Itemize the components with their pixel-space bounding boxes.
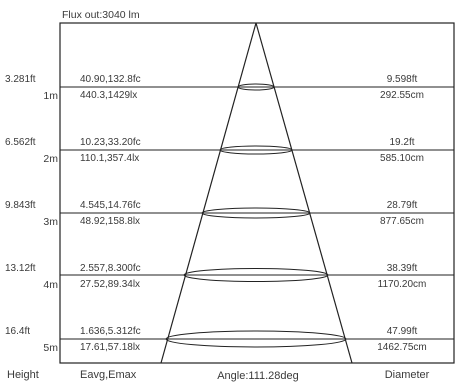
- diameter-ft: 9.598ft: [387, 74, 418, 85]
- beam-ellipse-3: [201, 207, 311, 219]
- illuminance-fc: 2.557,8.300fc: [80, 263, 141, 274]
- beam-edge-left: [160, 22, 257, 364]
- footer-illuminance-label: Eavg,Emax: [80, 369, 137, 381]
- diameter-cm: 1170.20cm: [378, 279, 427, 290]
- illuminance-lx: 110.1,357.4lx: [80, 153, 139, 164]
- flux-label: Flux out:3040 lm: [62, 9, 140, 21]
- illuminance-lx: 48.92,158.8lx: [80, 216, 140, 227]
- diameter-ft: 19.2ft: [389, 137, 414, 148]
- diameter-ft: 38.39ft: [387, 263, 418, 274]
- beam-ellipse-1: [237, 83, 275, 91]
- illuminance-lx: 27.52,89.34lx: [80, 279, 140, 290]
- beam-ellipse-2: [219, 145, 293, 155]
- footer-diameter-label: Diameter: [385, 369, 430, 381]
- height-m: 4m: [43, 279, 58, 291]
- height-m: 1m: [43, 90, 58, 102]
- height-ft: 13.12ft: [5, 263, 36, 274]
- height-ft: 6.562ft: [5, 137, 36, 148]
- height-m: 5m: [43, 342, 58, 354]
- diameter-cm: 585.10cm: [380, 153, 424, 164]
- height-ft: 3.281ft: [5, 74, 36, 85]
- illuminance-fc: 10.23,33.20fc: [80, 137, 141, 148]
- beam-ellipse-4: [183, 268, 329, 282]
- diameter-ft: 47.99ft: [387, 326, 418, 337]
- beam-ellipse-5: [165, 330, 347, 348]
- diagram-frame: [59, 22, 455, 364]
- beam-edge-right: [255, 22, 353, 364]
- diameter-cm: 292.55cm: [380, 90, 424, 101]
- height-m: 2m: [43, 153, 58, 165]
- illuminance-fc: 4.545,14.76fc: [80, 200, 141, 211]
- illuminance-fc: 40.90,132.8fc: [80, 74, 141, 85]
- illuminance-fc: 1.636,5.312fc: [80, 326, 141, 337]
- diameter-ft: 28.79ft: [387, 200, 418, 211]
- height-ft: 16.4ft: [5, 326, 30, 337]
- height-m: 3m: [43, 216, 58, 228]
- illuminance-lx: 17.61,57.18lx: [80, 342, 140, 353]
- illuminance-lx: 440.3,1429lx: [80, 90, 137, 101]
- footer-angle-label: Angle:111.28deg: [217, 370, 299, 382]
- diameter-cm: 877.65cm: [380, 216, 424, 227]
- diameter-cm: 1462.75cm: [377, 342, 426, 353]
- height-ft: 9.843ft: [5, 200, 36, 211]
- footer-height-label: Height: [7, 369, 39, 381]
